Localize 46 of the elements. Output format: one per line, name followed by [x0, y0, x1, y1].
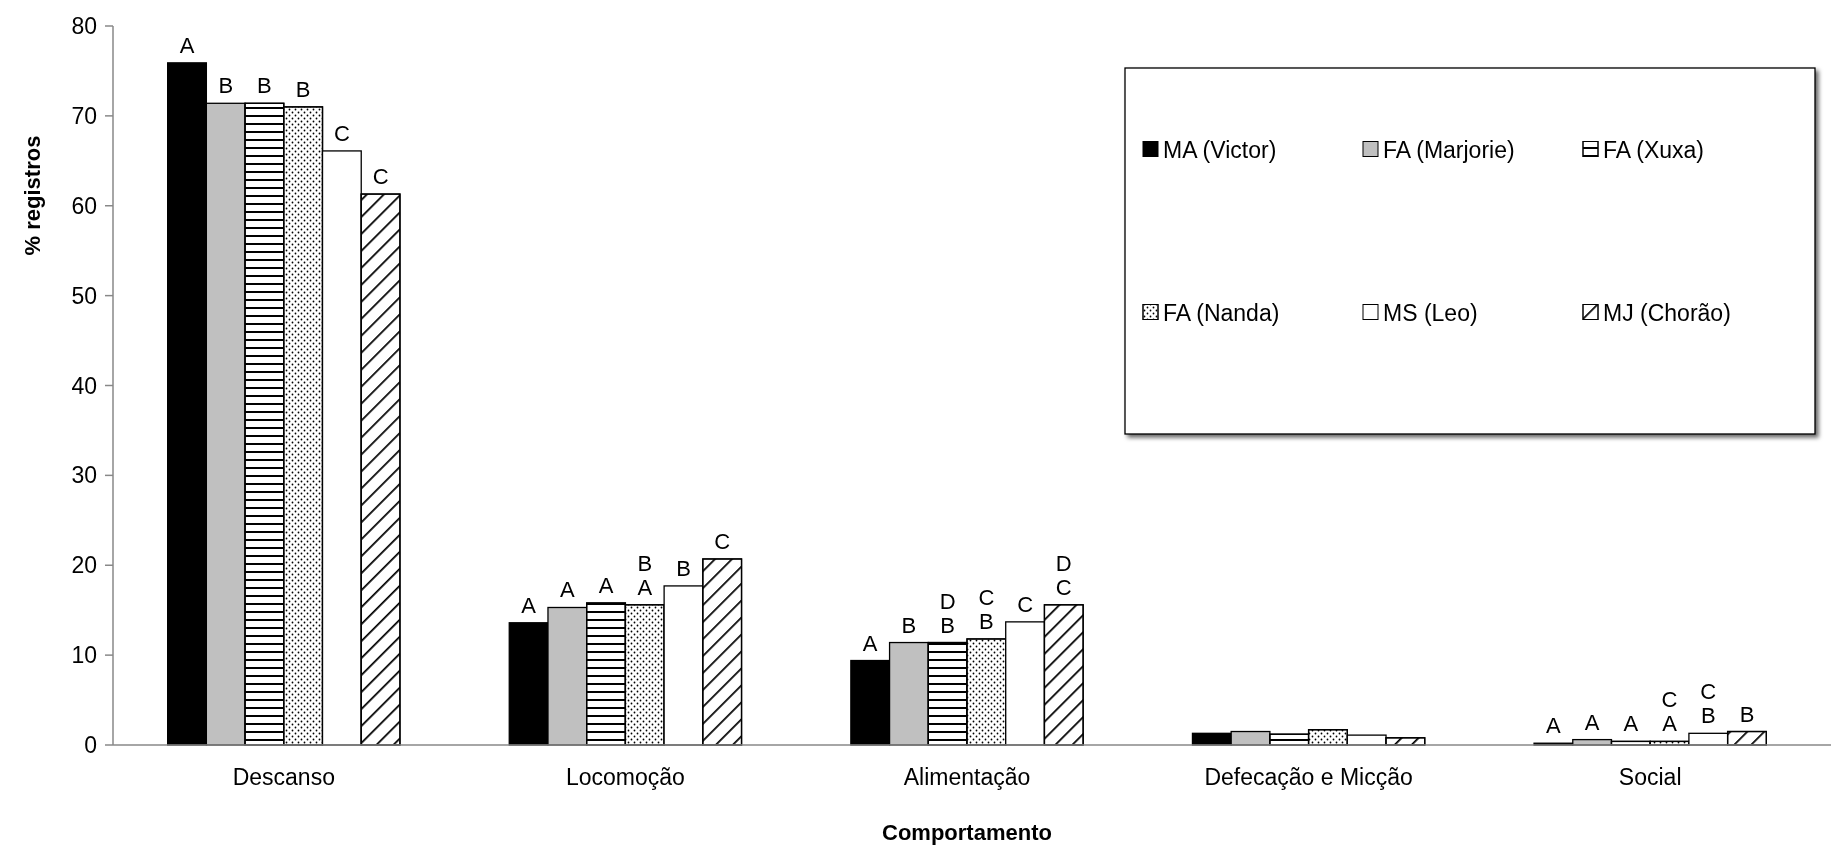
- data-label: B: [901, 612, 917, 638]
- data-label: A: [598, 573, 614, 598]
- data-label: D C: [1055, 550, 1072, 600]
- data-label: C A: [1661, 687, 1678, 737]
- data-label: B: [676, 555, 691, 581]
- legend-label: MS (Leo): [1383, 299, 1478, 326]
- data-label: B: [295, 76, 311, 102]
- y-tick-label: 50: [71, 282, 97, 309]
- data-label: A: [1546, 713, 1562, 739]
- data-label: D B: [939, 588, 956, 638]
- data-label: C: [1017, 591, 1034, 617]
- y-tick-label: 80: [71, 13, 97, 40]
- x-tick-label: Descanso: [232, 764, 335, 790]
- data-label: A: [559, 577, 575, 603]
- y-tick-label: 40: [71, 372, 97, 399]
- legend-label: MA (Victor): [1163, 136, 1277, 163]
- x-tick-label: Alimentação: [903, 764, 1031, 790]
- data-label: A: [179, 32, 195, 58]
- data-label: A: [521, 592, 537, 618]
- x-tick-label: Locomoção: [565, 764, 685, 790]
- legend-label: MJ (Chorão): [1603, 299, 1731, 326]
- data-label: A: [862, 630, 878, 656]
- data-label: B: [1739, 701, 1755, 727]
- y-tick-label: 10: [71, 642, 97, 669]
- data-label: B: [218, 73, 234, 99]
- legend-label: FA (Xuxa): [1603, 136, 1704, 163]
- legend-label: FA (Marjorie): [1383, 136, 1515, 163]
- x-axis-title: Comportamento: [882, 820, 1052, 845]
- x-tick-label: Defecação e Micção: [1204, 764, 1413, 790]
- data-label: B: [257, 73, 272, 99]
- y-tick-label: 60: [71, 192, 97, 219]
- data-label: A: [1623, 711, 1639, 737]
- x-tick-label: Social: [1618, 764, 1682, 790]
- y-tick-label: 30: [71, 462, 97, 489]
- data-label: C B: [1700, 679, 1717, 729]
- data-label: C: [714, 528, 731, 554]
- data-label: C: [372, 164, 389, 190]
- y-tick-label: 70: [71, 102, 97, 129]
- y-tick-label: 20: [71, 552, 97, 579]
- y-axis-title: % registros: [20, 135, 45, 256]
- data-label: C: [333, 120, 350, 146]
- data-label: C B: [978, 584, 995, 634]
- data-label: A: [1584, 709, 1600, 735]
- y-tick-label: 0: [84, 732, 97, 759]
- legend-label: FA (Nanda): [1163, 299, 1280, 326]
- data-label: B A: [637, 550, 653, 600]
